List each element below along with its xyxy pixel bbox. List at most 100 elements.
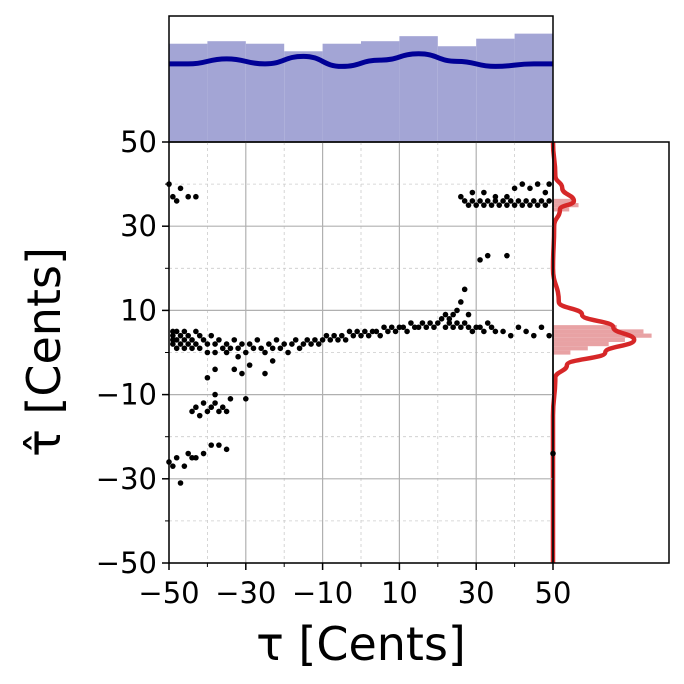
scatter-point (454, 320, 460, 326)
scatter-point (481, 202, 487, 208)
scatter-point (369, 328, 376, 335)
scatter-point (469, 198, 476, 204)
scatter-point (465, 324, 472, 331)
scatter-points (166, 181, 556, 486)
scatter-point (304, 337, 311, 343)
scatter-point (281, 341, 288, 347)
right-histogram-bar (553, 350, 571, 355)
top-histogram-bar (322, 43, 361, 142)
scatter-point (396, 324, 403, 331)
scatter-point (262, 349, 268, 356)
y-tick-label: 30 (120, 209, 157, 243)
scatter-point (173, 337, 180, 343)
scatter-point (477, 324, 483, 331)
y-tick-label: −30 (96, 462, 157, 496)
scatter-point (342, 337, 349, 343)
scatter-point (185, 341, 191, 347)
scatter-point (204, 374, 211, 381)
right-marginal-panel (550, 141, 670, 564)
scatter-point (315, 341, 322, 347)
y-axis-label: τ̂ [Cents] (17, 247, 71, 457)
scatter-point (296, 345, 303, 352)
scatter-point (531, 332, 537, 339)
y-ticks: −50 −30 −10 10 30 50 (96, 125, 169, 580)
scatter-point (362, 328, 368, 335)
scatter-point (515, 198, 522, 204)
scatter-point (323, 332, 330, 339)
scatter-point (496, 202, 503, 208)
scatter-point (243, 396, 249, 402)
scatter-point (500, 328, 506, 335)
right-kde-line (550, 141, 637, 563)
scatter-point (465, 202, 472, 208)
right-histogram-bar (553, 346, 588, 351)
scatter-point (300, 341, 307, 347)
scatter-point (523, 198, 529, 204)
scatter-point (193, 193, 199, 200)
scatter-point (189, 337, 195, 343)
scatter-point (377, 332, 384, 339)
scatter-point (350, 332, 357, 339)
scatter-point (327, 337, 334, 343)
scatter-point (538, 198, 545, 204)
scatter-point (216, 442, 222, 448)
scatter-point (488, 324, 495, 331)
scatter-point (446, 316, 453, 322)
right-histogram-bar (553, 329, 644, 334)
scatter-point (388, 324, 395, 331)
scatter-point (450, 324, 456, 331)
scatter-point (223, 408, 230, 415)
scatter-point (177, 332, 184, 339)
scatter-point (515, 324, 522, 331)
scatter-point (534, 202, 541, 208)
scatter-point (373, 328, 380, 335)
scatter-point (208, 442, 215, 448)
scatter-point (285, 349, 291, 356)
scatter-point (454, 307, 460, 314)
scatter-point (185, 193, 191, 200)
scatter-point (538, 324, 545, 331)
scatter-point (289, 341, 295, 347)
scatter-point (196, 345, 203, 352)
x-tick-label: 30 (458, 576, 495, 610)
scatter-point (193, 454, 199, 461)
scatter-point (181, 463, 188, 469)
scatter-point (170, 332, 176, 339)
top-marginal-panel (168, 15, 554, 143)
scatter-point (473, 202, 480, 208)
top-histogram-bar (169, 43, 208, 142)
top-histogram-bar (207, 41, 246, 143)
top-histogram-bar (284, 51, 323, 142)
scatter-point (504, 202, 510, 208)
scatter-point (523, 328, 529, 335)
scatter-point (246, 362, 253, 368)
scatter-point (504, 193, 510, 200)
scatter-point (507, 332, 514, 339)
scatter-point (431, 324, 437, 331)
scatter-point (208, 404, 215, 411)
scatter-point (469, 189, 476, 196)
top-histogram-bar (476, 38, 515, 142)
scatter-point (534, 181, 541, 187)
scatter-point (477, 198, 483, 204)
scatter-point (335, 337, 341, 343)
scatter-point (269, 345, 276, 352)
top-histogram (169, 33, 553, 143)
scatter-point (488, 202, 495, 208)
x-tick-label: −30 (215, 576, 276, 610)
scatter-point (492, 198, 499, 204)
scatter-point (484, 320, 491, 326)
scatter-point (246, 341, 253, 347)
scatter-point (177, 480, 184, 486)
scatter-point (239, 370, 245, 377)
scatter-point (292, 337, 299, 343)
scatter-point (442, 311, 449, 318)
scatter-point (173, 345, 180, 352)
scatter-point (435, 320, 441, 326)
scatter-point (189, 345, 195, 352)
scatter-point (212, 366, 218, 373)
scatter-point (519, 202, 526, 208)
scatter-point (492, 328, 499, 335)
scatter-point (212, 400, 218, 406)
scatter-point (365, 332, 372, 339)
